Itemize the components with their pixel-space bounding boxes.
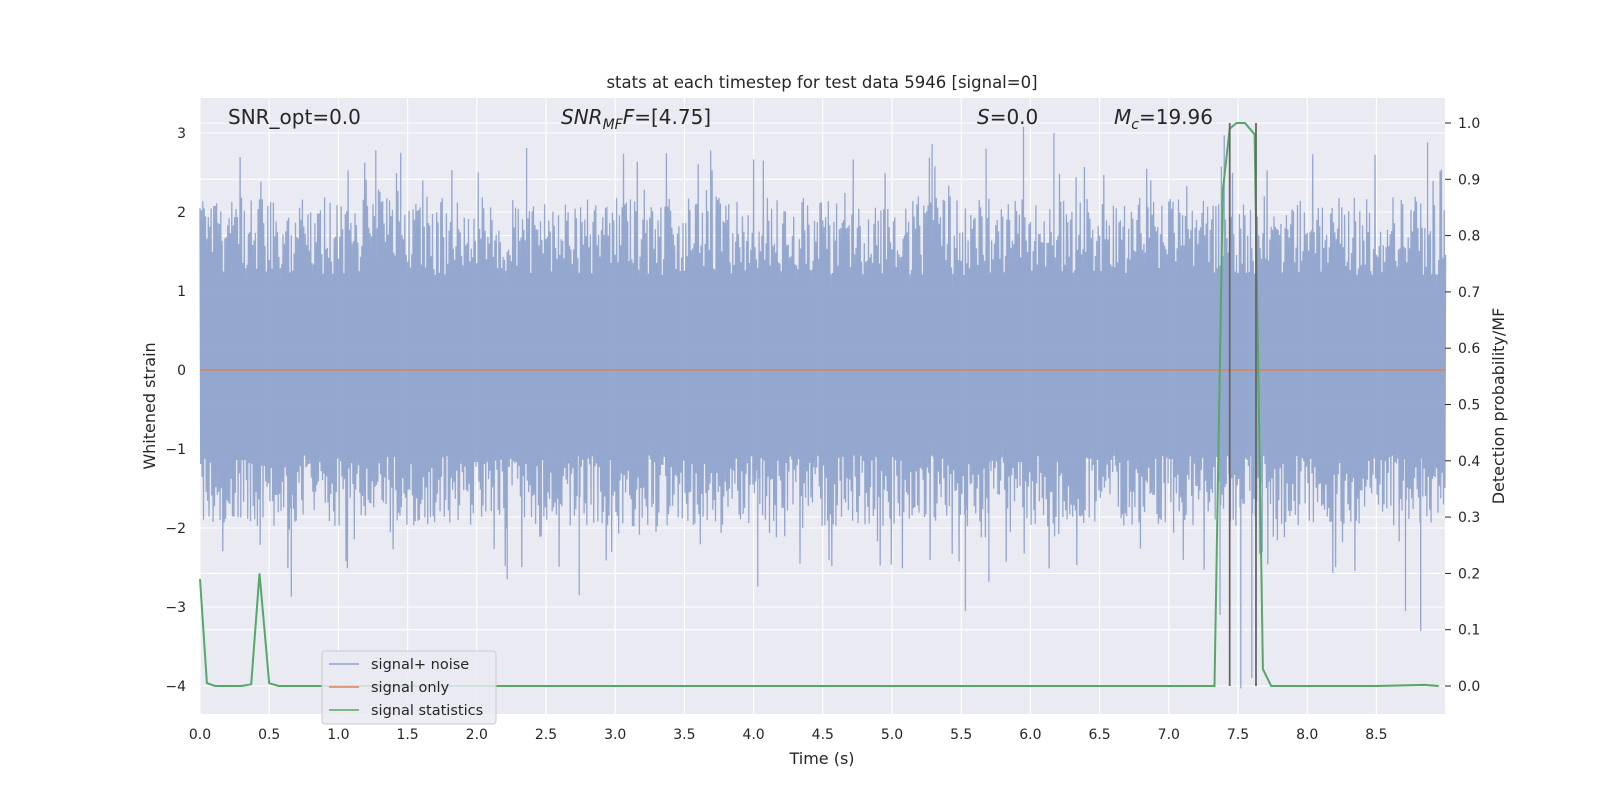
legend-box [321, 650, 497, 725]
annotation-snr-mf-value: =[4.75] [634, 105, 711, 129]
y-tick-label: 0 [177, 363, 186, 379]
signal-statistics-line [199, 122, 1439, 687]
annotation-snr-mf-f: F [623, 105, 635, 129]
x-tick-label: 4.0 [742, 727, 764, 743]
x-tick-label: 8.5 [1365, 727, 1387, 743]
signal-noise-line [199, 126, 1447, 689]
y-tick-label: 2 [177, 205, 186, 221]
y-right-tick-label: 0.1 [1458, 623, 1480, 639]
annotation-snr-mf-sub: MF [603, 117, 624, 133]
x-tick-label: 4.5 [812, 727, 834, 743]
annotation-mc-label: M [1114, 105, 1131, 129]
legend: signal+ noise signal only signal statist… [321, 650, 497, 725]
legend-label-signal-only: signal only [371, 680, 450, 696]
x-tick-label: 5.0 [881, 727, 903, 743]
y-tick-label: −2 [165, 521, 186, 537]
y-right-tick-label: 0.4 [1458, 454, 1480, 470]
y-right-tick-label: 0.3 [1458, 510, 1480, 526]
y-right-tick-label: 0.2 [1458, 566, 1480, 582]
y-tick-label: −1 [165, 442, 186, 458]
annotation-mc-sub: c [1131, 117, 1139, 133]
x-tick-label: 8.0 [1296, 727, 1318, 743]
x-tick-label: 2.0 [466, 727, 488, 743]
annotation-snr-mf-label: SNR [561, 105, 603, 129]
x-tick-label: 6.0 [1019, 727, 1041, 743]
y-right-tick-label: 0.0 [1458, 679, 1480, 695]
y-tick-label: 1 [177, 284, 186, 300]
y-right-tick-label: 0.6 [1458, 341, 1480, 357]
x-tick-label: 1.0 [327, 727, 349, 743]
y-right-tick-label: 0.9 [1458, 172, 1480, 188]
x-tick-label: 1.5 [396, 727, 418, 743]
x-tick-label: 5.5 [950, 727, 972, 743]
y-axis-right-label: Detection probability/MF [1489, 308, 1508, 505]
x-tick-label: 2.5 [535, 727, 557, 743]
y-axis-label: Whitened strain [140, 342, 159, 469]
annotation-s-value: =0.0 [990, 105, 1039, 129]
y-right-tick-label: 1.0 [1458, 116, 1480, 132]
annotation-s: S=0.0 [977, 105, 1038, 129]
legend-label-signal-statistics: signal statistics [371, 703, 483, 719]
x-tick-label: 7.5 [1227, 727, 1249, 743]
vertical-markers [1228, 123, 1257, 686]
y-right-tick-label: 0.8 [1458, 229, 1480, 245]
y-right-tick-label: 0.5 [1458, 398, 1480, 414]
signal-statistics-series [199, 122, 1439, 687]
x-tick-label: 3.0 [604, 727, 626, 743]
y-right-tick-label: 0.7 [1458, 285, 1480, 301]
chart-title: stats at each timestep for test data 594… [606, 73, 1037, 92]
annotation-mc-value: =19.96 [1139, 105, 1213, 129]
x-tick-labels: 0.0 0.5 1.0 1.5 2.0 2.5 3.0 3.5 4.0 4.5 5.0 5.5 6.0 6… [189, 727, 1388, 743]
x-tick-label: 7.0 [1158, 727, 1180, 743]
annotation-snr-mf: SNRMFF=[4.75] [561, 105, 711, 133]
x-tick-label: 0.0 [189, 727, 211, 743]
x-tick-label: 0.5 [258, 727, 280, 743]
legend-label-signal-noise: signal+ noise [371, 657, 469, 673]
y-tick-label: −3 [165, 600, 186, 616]
annotation-snr-opt: SNR_opt=0.0 [228, 105, 361, 129]
annotation-s-label: S [977, 105, 990, 129]
x-axis-label: Time (s) [788, 749, 854, 768]
y-tick-labels: 3 2 1 0 −1 −2 −3 −4 [165, 126, 186, 695]
signal-noise-series [199, 126, 1447, 689]
y-tick-label: 3 [177, 126, 186, 142]
annotation-mc: Mc=19.96 [1114, 105, 1213, 133]
y-right-tick-labels: 1.0 0.9 0.8 0.7 0.6 0.5 0.4 0.3 0.2 0.1 0.0 [1445, 116, 1480, 695]
y-tick-label: −4 [165, 679, 186, 695]
x-tick-label: 6.5 [1088, 727, 1110, 743]
x-tick-label: 3.5 [673, 727, 695, 743]
